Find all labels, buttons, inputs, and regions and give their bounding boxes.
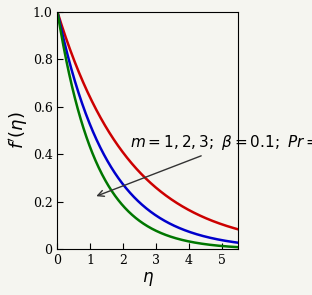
Y-axis label: $f'(\eta)$: $f'(\eta)$: [7, 112, 30, 150]
Text: $m = 1, 2, 3;\ \beta = 0.1;\ Pr = 10$: $m = 1, 2, 3;\ \beta = 0.1;\ Pr = 10$: [98, 133, 312, 196]
X-axis label: $\eta$: $\eta$: [142, 270, 154, 288]
